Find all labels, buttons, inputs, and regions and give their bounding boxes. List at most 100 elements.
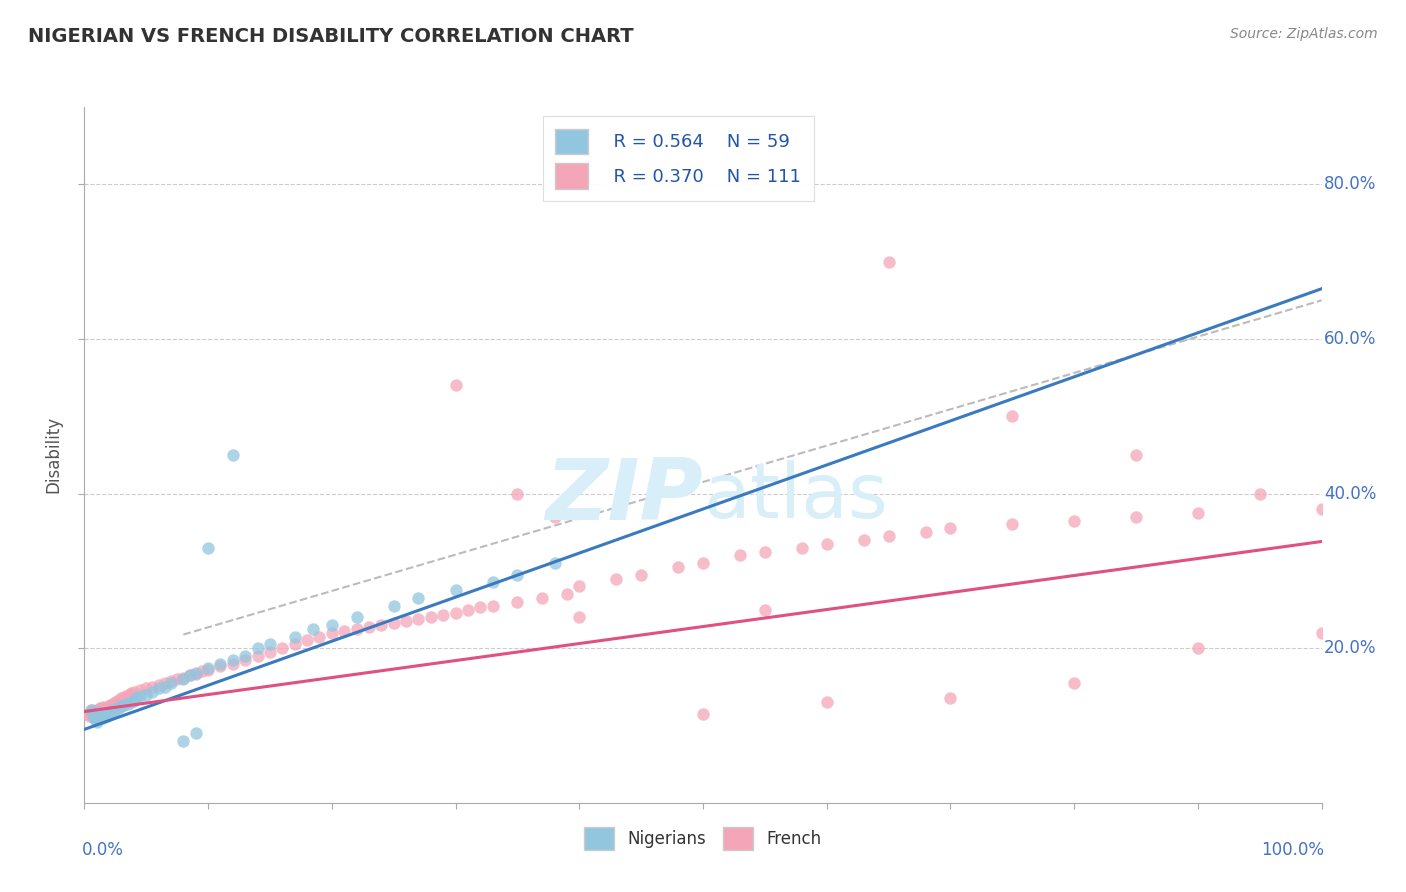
Point: [79, 709, 101, 723]
Point: [179, 668, 201, 682]
Point: [246, 648, 269, 663]
Point: [104, 695, 127, 709]
Point: [110, 691, 132, 706]
Point: [110, 699, 132, 714]
Point: [153, 676, 176, 690]
Point: [89, 706, 111, 721]
Point: [80, 703, 103, 717]
Point: [86, 709, 108, 723]
Point: [939, 691, 962, 706]
Point: [112, 690, 135, 704]
Text: ZIP: ZIP: [546, 455, 703, 538]
Point: [357, 619, 380, 633]
Point: [83, 706, 105, 720]
Point: [1125, 448, 1147, 462]
Point: [86, 703, 108, 717]
Point: [89, 702, 111, 716]
Point: [115, 689, 138, 703]
Point: [122, 694, 145, 708]
Point: [87, 704, 110, 718]
Point: [1001, 409, 1024, 424]
Point: [1249, 486, 1271, 500]
Text: atlas: atlas: [703, 459, 887, 533]
Point: [346, 622, 368, 636]
Point: [470, 600, 492, 615]
Point: [160, 676, 183, 690]
Text: 0.0%: 0.0%: [82, 841, 124, 859]
Point: [90, 704, 112, 718]
Point: [90, 706, 112, 721]
Point: [1310, 502, 1333, 516]
Point: [543, 509, 565, 524]
Point: [191, 665, 214, 679]
Point: [197, 660, 219, 674]
Point: [94, 701, 117, 715]
Point: [666, 560, 689, 574]
Text: 60.0%: 60.0%: [1324, 330, 1376, 348]
Point: [395, 614, 418, 628]
Point: [790, 541, 813, 555]
Point: [555, 587, 578, 601]
Point: [105, 694, 128, 708]
Point: [89, 712, 111, 726]
Point: [148, 677, 170, 691]
Point: [321, 625, 343, 640]
Point: [108, 700, 131, 714]
Point: [89, 701, 111, 715]
Point: [852, 533, 875, 547]
Point: [100, 698, 122, 712]
Point: [630, 567, 652, 582]
Point: [222, 653, 245, 667]
Point: [87, 706, 110, 720]
Point: [233, 648, 256, 663]
Point: [90, 700, 112, 714]
Point: [125, 691, 148, 706]
Point: [79, 705, 101, 719]
Point: [728, 549, 751, 563]
Point: [98, 705, 121, 719]
Point: [101, 697, 124, 711]
Text: Source: ZipAtlas.com: Source: ZipAtlas.com: [1230, 27, 1378, 41]
Point: [100, 703, 122, 717]
Point: [79, 703, 101, 717]
Point: [1125, 509, 1147, 524]
Point: [105, 701, 128, 715]
Point: [815, 695, 838, 709]
Point: [91, 703, 114, 717]
Point: [444, 583, 467, 598]
Point: [877, 529, 900, 543]
Point: [83, 709, 105, 723]
Point: [1001, 517, 1024, 532]
Point: [89, 708, 111, 723]
Point: [197, 663, 219, 677]
Point: [166, 672, 188, 686]
Point: [98, 699, 121, 714]
Point: [408, 591, 430, 605]
Point: [94, 707, 117, 722]
Point: [184, 665, 207, 680]
Y-axis label: Disability: Disability: [45, 417, 63, 493]
Point: [271, 641, 294, 656]
Point: [1063, 514, 1085, 528]
Point: [98, 698, 121, 713]
Point: [84, 712, 107, 726]
Point: [432, 607, 454, 622]
Point: [160, 674, 183, 689]
Point: [605, 572, 627, 586]
Point: [135, 688, 157, 702]
Point: [82, 705, 104, 719]
Point: [179, 668, 201, 682]
Point: [419, 610, 441, 624]
Point: [284, 630, 307, 644]
Point: [89, 706, 111, 720]
Point: [91, 711, 114, 725]
Point: [80, 708, 103, 723]
Point: [506, 486, 529, 500]
Point: [481, 575, 503, 590]
Point: [222, 448, 245, 462]
Point: [104, 703, 127, 717]
Point: [86, 714, 108, 729]
Text: 40.0%: 40.0%: [1324, 484, 1376, 502]
Point: [82, 706, 104, 721]
Point: [1063, 676, 1085, 690]
